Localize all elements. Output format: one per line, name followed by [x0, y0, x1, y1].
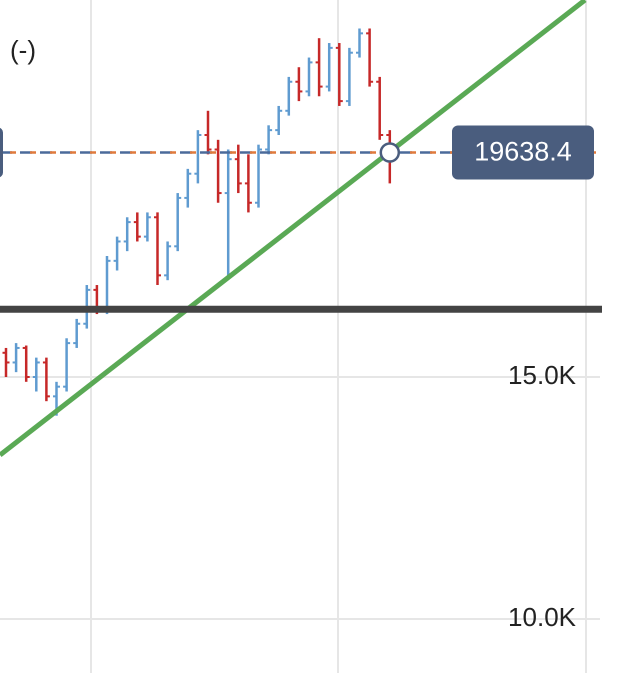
- trend-line: [0, 0, 587, 457]
- overlay: 19638.4: [0, 125, 602, 313]
- chart-title: (-): [10, 35, 36, 65]
- y-tick-label: 10.0K: [508, 602, 577, 632]
- y-tick-label: 15.0K: [508, 360, 577, 390]
- price-label-box: [452, 125, 594, 180]
- price-label: 19638.4: [474, 137, 572, 167]
- left-price-stub: [0, 127, 3, 178]
- price-marker: [379, 142, 401, 163]
